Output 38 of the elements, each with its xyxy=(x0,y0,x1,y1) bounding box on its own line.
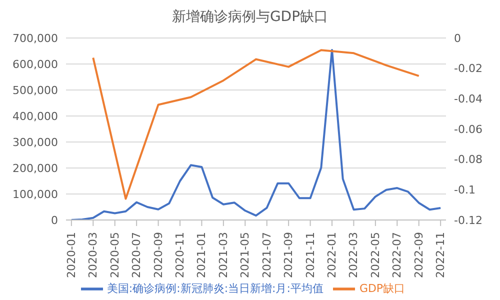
x-tick-label: 2022-05 xyxy=(368,232,382,278)
line-series xyxy=(70,48,442,220)
x-tick-label: 2021-03 xyxy=(216,232,230,278)
y2-tick-label: -0.08 xyxy=(454,153,482,166)
x-tick-label: 2021-11 xyxy=(304,232,317,278)
y-tick-label: 300,000 xyxy=(12,136,58,149)
chart-title: 新增确诊病例与GDP缺口 xyxy=(170,8,330,27)
y-tick-label: 0 xyxy=(51,214,58,227)
x-tick-label: 2022-07 xyxy=(390,232,404,278)
x-tick-label: 2020-03 xyxy=(86,232,100,278)
legend-label: GDP缺口 xyxy=(359,282,406,296)
x-tick-label: 2020-07 xyxy=(130,232,144,278)
x-tick-label: 2022-01 xyxy=(326,232,338,278)
x-tick-label: 2022-03 xyxy=(347,232,360,278)
x-tick-label: 2020-05 xyxy=(108,232,122,278)
y2-tick-label: -0.1 xyxy=(454,184,476,197)
x-tick-label: 2020-01 xyxy=(64,232,78,278)
y2-tick-label: -0.06 xyxy=(454,122,482,136)
x-tick-label: 2020-11 xyxy=(174,232,186,278)
y-tick-label: 600,000 xyxy=(12,58,58,71)
x-tick-label: 2021-07 xyxy=(260,232,274,278)
y-tick-label: 200,000 xyxy=(12,162,58,175)
line-series xyxy=(92,49,420,200)
y-tick-label: 700,000 xyxy=(12,32,58,45)
x-tick-label: 2021-01 xyxy=(195,232,208,278)
legend-label: 美国:确诊病例:新冠肺炎:当日新增:月:平均值 xyxy=(106,282,324,296)
y2-tick-label: -0.12 xyxy=(454,214,482,227)
y-tick-label: 100,000 xyxy=(12,188,58,201)
x-tick-label: 2021-05 xyxy=(238,232,252,278)
x-tick-label: 2022-09 xyxy=(412,232,426,278)
y2-tick-label: -0.02 xyxy=(454,62,482,76)
x-tick-label: 2020-09 xyxy=(152,232,165,278)
x-tick-label: 2022-11 xyxy=(434,232,448,278)
y-tick-label: 400,000 xyxy=(12,110,58,123)
y2-tick-label: -0.04 xyxy=(454,92,482,106)
y-tick-label: 500,000 xyxy=(12,84,58,97)
y2-tick-label: 0 xyxy=(454,32,461,45)
x-tick-label: 2021-09 xyxy=(282,232,296,278)
